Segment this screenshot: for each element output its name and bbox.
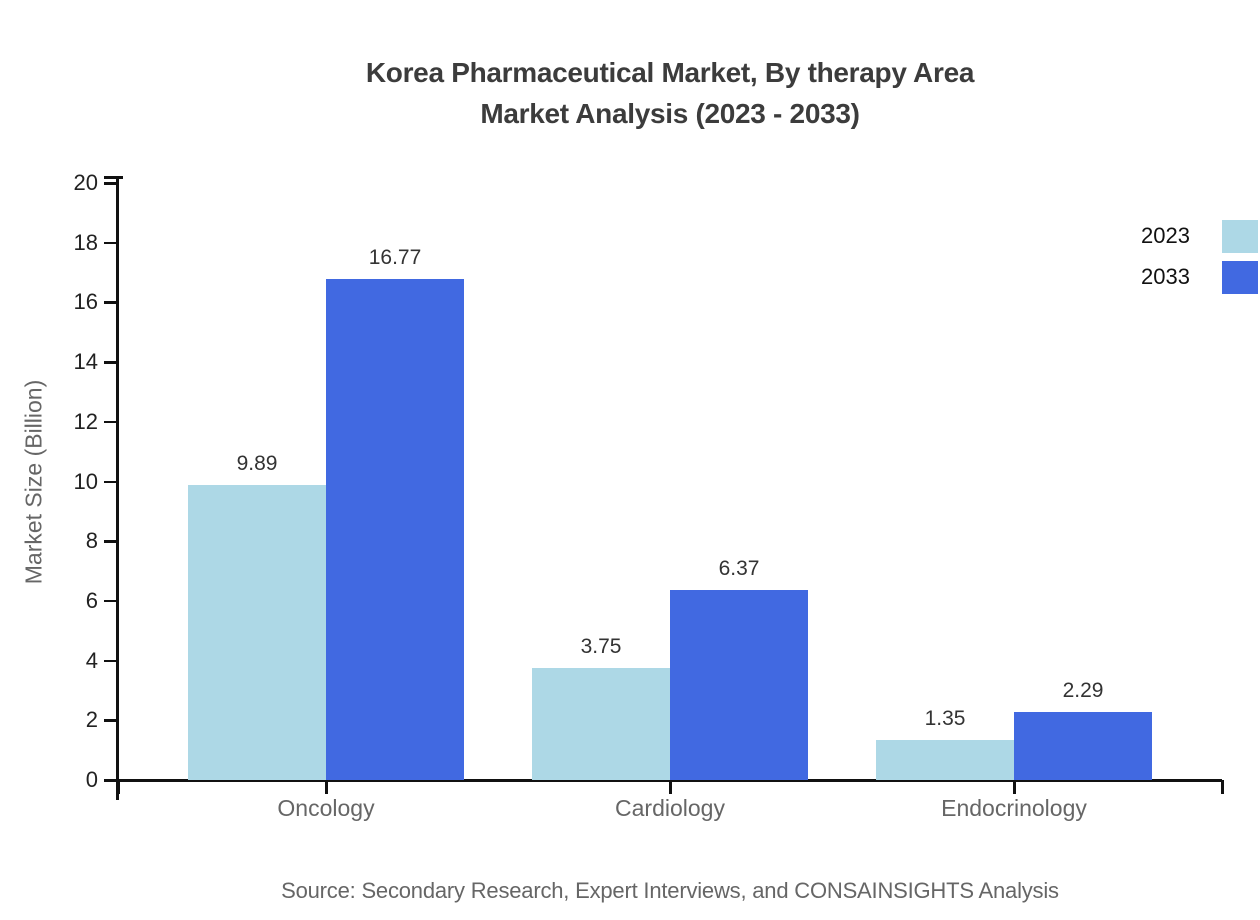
y-tick-label: 10 <box>73 468 98 494</box>
bar-2033-endocrinology <box>1014 711 1152 780</box>
bar-2033-cardiology <box>670 589 808 780</box>
legend-swatch-2033 <box>1222 260 1258 294</box>
y-tick-label: 18 <box>73 229 98 255</box>
y-tick <box>104 420 117 424</box>
source-note: Source: Secondary Research, Expert Inter… <box>281 878 1059 903</box>
x-axis-end-tick <box>117 780 120 794</box>
y-tick <box>104 241 117 245</box>
value-label-2033-cardiology: 6.37 <box>718 556 760 580</box>
y-tick-label: 6 <box>85 587 98 613</box>
chart-title: Korea Pharmaceutical Market, By therapy … <box>118 52 1222 134</box>
y-tick-label: 16 <box>73 289 98 315</box>
category-label-endocrinology: Endocrinology <box>941 795 1087 821</box>
chart-title-line2: Market Analysis (2023 - 2033) <box>480 98 860 129</box>
legend: 2023 2033 <box>1000 219 1258 294</box>
y-tick <box>104 659 117 663</box>
y-tick <box>104 301 117 304</box>
y-tick <box>104 182 117 185</box>
y-tick-label: 2 <box>85 707 98 733</box>
x-axis-end-tick <box>1221 780 1224 794</box>
y-tick <box>104 779 117 782</box>
y-axis-top-cap <box>104 176 123 179</box>
legend-label-2033: 2033 <box>1141 264 1190 289</box>
y-tick-label: 8 <box>85 528 98 554</box>
value-label-2023-cardiology: 3.75 <box>580 635 622 659</box>
y-tick <box>104 540 117 543</box>
value-label-2023-oncology: 9.89 <box>236 451 278 475</box>
y-tick-label: 12 <box>73 408 98 434</box>
bar-2023-oncology <box>188 484 326 780</box>
value-label-2033-oncology: 16.77 <box>368 246 422 270</box>
y-tick <box>104 599 117 603</box>
y-tick-label: 0 <box>85 767 98 792</box>
legend-label-2023: 2023 <box>1141 223 1190 248</box>
value-label-2033-endocrinology: 2.29 <box>1062 678 1104 702</box>
y-tick <box>104 361 117 364</box>
legend-item-2033: 2033 <box>1000 260 1258 294</box>
legend-item-2023: 2023 <box>1000 219 1258 253</box>
y-tick <box>104 480 117 483</box>
value-label-2023-endocrinology: 1.35 <box>924 706 966 730</box>
bar-2033-oncology <box>326 279 464 780</box>
x-tick <box>325 780 328 794</box>
x-tick <box>1013 780 1016 794</box>
y-tick-label: 14 <box>73 349 98 375</box>
chart-title-line1: Korea Pharmaceutical Market, By therapy … <box>365 57 975 88</box>
y-tick <box>104 719 117 722</box>
legend-swatch-2023 <box>1222 219 1258 253</box>
y-axis-line <box>116 176 119 800</box>
x-axis-line <box>110 779 1222 782</box>
bar-2023-cardiology <box>532 668 670 780</box>
y-tick-label: 4 <box>85 647 98 673</box>
x-tick <box>669 780 672 794</box>
category-label-oncology: Oncology <box>277 795 375 821</box>
y-tick-label: 20 <box>73 170 98 195</box>
category-label-cardiology: Cardiology <box>615 795 725 821</box>
bar-2023-endocrinology <box>876 739 1014 780</box>
